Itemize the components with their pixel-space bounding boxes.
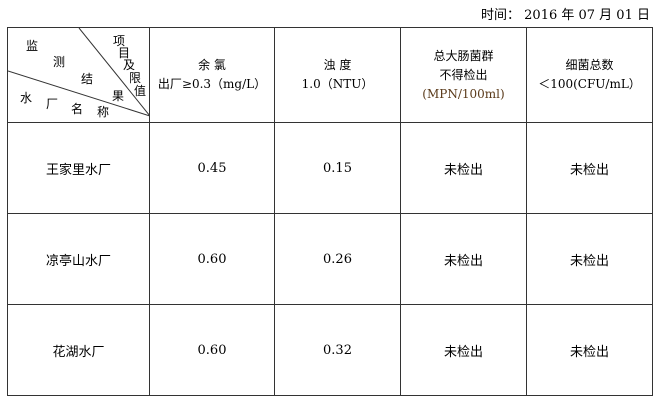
corner-char: 水 xyxy=(20,91,33,105)
header-line: 总大肠菌群 xyxy=(433,48,494,63)
corner-char: 值 xyxy=(134,84,147,98)
header-turbidity: 浊 度 1.0（NTU） xyxy=(274,27,401,123)
corner-char: 项 xyxy=(113,34,126,48)
bacteria-value: 未检出 xyxy=(526,122,653,214)
header-bacteria: 细菌总数 ＜100(CFU/mL） xyxy=(526,27,653,123)
water-quality-table: 监 测 结 果 水 厂 名 称 项 目 及 限 值 余 氯出厂≥0.3（mg/L… xyxy=(7,27,653,396)
corner-char: 结 xyxy=(81,72,94,86)
table-row: 花湖水厂 0.60 0.32 未检出 未检出 xyxy=(7,304,653,396)
corner-char: 监 xyxy=(26,39,39,53)
corner-char: 厂 xyxy=(46,97,59,111)
corner-char: 果 xyxy=(112,89,125,103)
corner-cell: 监 测 结 果 水 厂 名 称 项 目 及 限 值 xyxy=(7,27,150,123)
corner-char: 目 xyxy=(118,46,131,60)
turbidity-value: 0.32 xyxy=(274,304,401,396)
chlorine-value: 0.60 xyxy=(149,213,275,305)
turbidity-value: 0.15 xyxy=(274,122,401,214)
coliform-value: 未检出 xyxy=(400,122,527,214)
corner-char: 测 xyxy=(53,55,66,69)
header-row: 监 测 结 果 水 厂 名 称 项 目 及 限 值 余 氯出厂≥0.3（mg/L… xyxy=(7,27,653,123)
corner-char: 称 xyxy=(97,105,110,119)
turbidity-value: 0.26 xyxy=(274,213,401,305)
diagonal-lines xyxy=(8,28,150,117)
table-row: 王家里水厂 0.45 0.15 未检出 未检出 xyxy=(7,122,653,214)
date-label: 时间： xyxy=(481,8,521,23)
corner-char: 限 xyxy=(129,71,142,85)
header-line: 浊 度 xyxy=(323,58,352,72)
corner-char: 及 xyxy=(123,58,136,72)
header-line: 1.0（NTU） xyxy=(301,77,374,91)
header-line: 出厂≥0.3（mg/L） xyxy=(157,77,267,91)
coliform-value: 未检出 xyxy=(400,213,527,305)
corner-char: 名 xyxy=(71,102,84,116)
chlorine-value: 0.45 xyxy=(149,122,275,214)
plant-name: 凉亭山水厂 xyxy=(7,213,150,305)
coliform-value: 未检出 xyxy=(400,304,527,396)
plant-name: 王家里水厂 xyxy=(7,122,150,214)
header-line: (MPN/100ml) xyxy=(422,86,505,101)
plant-name: 花湖水厂 xyxy=(7,304,150,396)
header-line: 余 氯 xyxy=(198,58,226,72)
date-value: 2016 年 07 月 01 日 xyxy=(524,8,650,23)
report-date: 时间： 2016 年 07 月 01 日 xyxy=(481,4,650,23)
header-chlorine: 余 氯出厂≥0.3（mg/L） xyxy=(149,27,275,123)
bacteria-value: 未检出 xyxy=(526,304,653,396)
header-line: ＜100(CFU/mL） xyxy=(538,77,641,91)
header-coliform: 总大肠菌群不得检出 (MPN/100ml) xyxy=(400,27,527,123)
chlorine-value: 0.60 xyxy=(149,304,275,396)
bacteria-value: 未检出 xyxy=(526,213,653,305)
table-row: 凉亭山水厂 0.60 0.26 未检出 未检出 xyxy=(7,213,653,305)
header-line: 细菌总数 xyxy=(565,58,614,72)
header-line: 不得检出 xyxy=(439,67,488,82)
